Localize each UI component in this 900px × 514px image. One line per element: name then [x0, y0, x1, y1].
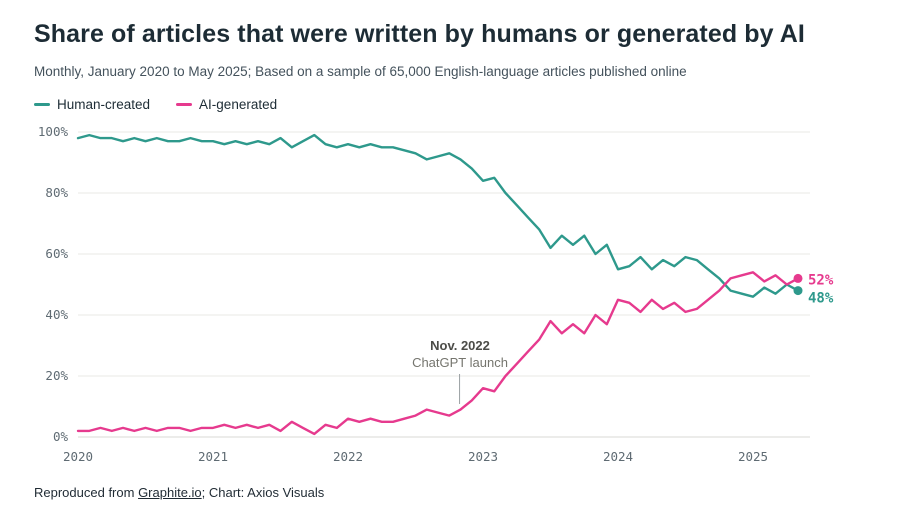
svg-text:2020: 2020 — [63, 449, 93, 464]
source-suffix: ; Chart: Axios Visuals — [201, 485, 325, 500]
annotation-date: Nov. 2022 — [430, 338, 490, 353]
legend-item-human-created: Human-created — [34, 97, 150, 112]
svg-text:52%: 52% — [808, 272, 834, 288]
svg-text:48%: 48% — [808, 291, 834, 307]
legend-label-human-created: Human-created — [57, 97, 151, 112]
svg-text:40%: 40% — [45, 307, 68, 322]
human-series-swatch-icon — [34, 102, 50, 107]
ai-series-swatch-icon — [176, 102, 193, 107]
svg-text:2023: 2023 — [468, 449, 498, 464]
svg-text:80%: 80% — [45, 185, 68, 200]
page-title: Share of articles that were written by h… — [34, 20, 805, 48]
annotation-text: ChatGPT launch — [412, 355, 508, 370]
svg-text:60%: 60% — [45, 246, 68, 261]
legend: Human-created AI-generated — [34, 97, 277, 112]
source-line: Reproduced from Graphite.io; Chart: Axio… — [34, 485, 324, 500]
svg-text:0%: 0% — [53, 429, 69, 444]
line-chart: 0% 20% 40% 60% 80% 100% 2020 2021 2022 2023 2024 20… — [30, 112, 870, 477]
chart-subtitle: Monthly, January 2020 to May 2025; Based… — [34, 64, 687, 79]
svg-text:2022: 2022 — [333, 449, 363, 464]
legend-label-ai-generated: AI-generated — [199, 97, 278, 112]
annotation-pointer-line — [459, 374, 461, 404]
legend-item-ai-generated: AI-generated — [176, 97, 277, 112]
svg-text:2025: 2025 — [738, 449, 768, 464]
chatgpt-launch-annotation: Nov. 2022 ChatGPT launch — [412, 337, 508, 404]
svg-text:2021: 2021 — [198, 449, 228, 464]
svg-text:100%: 100% — [38, 124, 69, 139]
chart-svg: 0% 20% 40% 60% 80% 100% 2020 2021 2022 2023 2024 20… — [38, 124, 834, 464]
source-prefix: Reproduced from — [34, 485, 139, 500]
svg-text:2024: 2024 — [603, 449, 633, 464]
svg-text:20%: 20% — [45, 368, 68, 383]
graphite-link[interactable]: Graphite.io — [138, 485, 202, 500]
